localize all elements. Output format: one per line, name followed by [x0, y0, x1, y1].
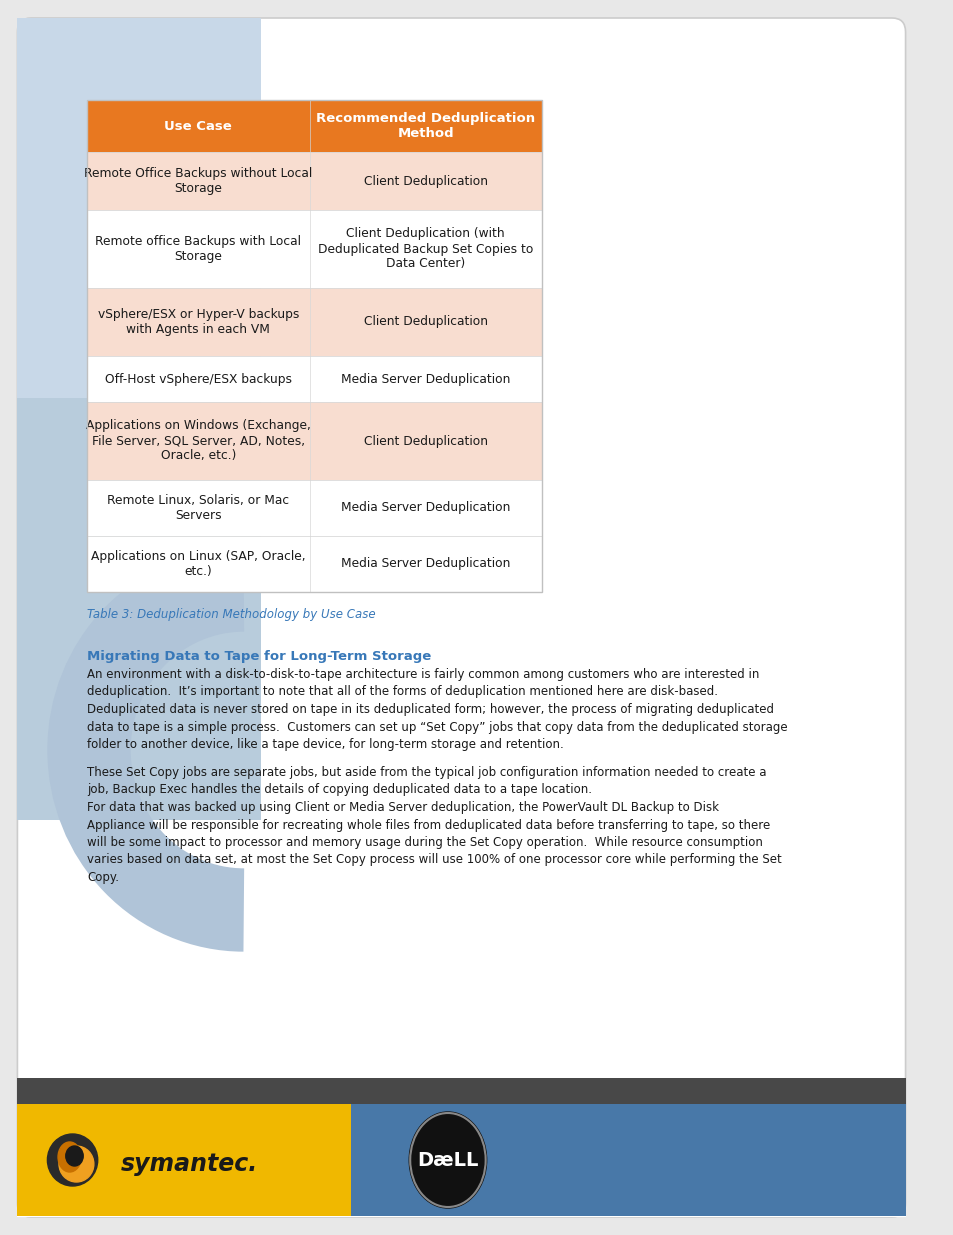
Text: These Set Copy jobs are separate jobs, but aside from the typical job configurat: These Set Copy jobs are separate jobs, b…	[87, 766, 781, 884]
Text: Client Deduplication: Client Deduplication	[363, 174, 487, 188]
Bar	[17, 19, 261, 820]
Text: vSphere/ESX or Hyper-V backups
with Agents in each VM: vSphere/ESX or Hyper-V backups with Agen…	[97, 308, 298, 336]
Bar	[87, 210, 541, 288]
Text: Use Case: Use Case	[164, 120, 232, 132]
Text: DæLL: DæLL	[416, 1151, 478, 1170]
Bar	[17, 1104, 351, 1216]
Ellipse shape	[48, 1134, 97, 1186]
Text: symantec.: symantec.	[121, 1152, 258, 1176]
Bar	[87, 152, 541, 210]
Text: Media Server Deduplication: Media Server Deduplication	[340, 501, 510, 515]
Text: Applications on Linux (SAP, Oracle,
etc.): Applications on Linux (SAP, Oracle, etc.…	[91, 550, 305, 578]
Text: An environment with a disk-to-disk-to-tape architecture is fairly common among c: An environment with a disk-to-disk-to-ta…	[87, 668, 787, 751]
Ellipse shape	[58, 1142, 81, 1172]
Bar	[17, 1078, 904, 1104]
Bar	[87, 288, 541, 356]
Bar	[87, 356, 541, 403]
Text: Remote office Backups with Local
Storage: Remote office Backups with Local Storage	[95, 235, 301, 263]
Text: Media Server Deduplication: Media Server Deduplication	[340, 373, 510, 385]
Ellipse shape	[409, 1112, 486, 1208]
Bar	[351, 1104, 904, 1216]
Text: Migrating Data to Tape for Long-Term Storage: Migrating Data to Tape for Long-Term Sto…	[87, 650, 431, 663]
Text: Table 3: Deduplication Methodology by Use Case: Table 3: Deduplication Methodology by Us…	[87, 608, 375, 621]
Text: Remote Office Backups without Local
Storage: Remote Office Backups without Local Stor…	[84, 167, 313, 195]
Bar	[87, 403, 541, 480]
Ellipse shape	[59, 1146, 93, 1182]
Text: Client Deduplication: Client Deduplication	[363, 435, 487, 447]
Bar	[87, 100, 541, 592]
Text: Remote Linux, Solaris, or Mac
Servers: Remote Linux, Solaris, or Mac Servers	[107, 494, 289, 522]
Bar	[17, 19, 261, 517]
Text: Client Deduplication (with
Deduplicated Backup Set Copies to
Data Center): Client Deduplication (with Deduplicated …	[317, 227, 533, 270]
Bar	[87, 480, 541, 536]
Bar	[17, 19, 261, 398]
Text: Applications on Windows (Exchange,
File Server, SQL Server, AD, Notes,
Oracle, e: Applications on Windows (Exchange, File …	[86, 420, 311, 462]
Text: Media Server Deduplication: Media Server Deduplication	[340, 557, 510, 571]
Text: Off-Host vSphere/ESX backups: Off-Host vSphere/ESX backups	[105, 373, 292, 385]
Text: Recommended Deduplication
Method: Recommended Deduplication Method	[315, 112, 535, 140]
Bar	[17, 19, 261, 820]
FancyBboxPatch shape	[17, 19, 904, 1216]
Bar	[87, 100, 541, 152]
Bar	[87, 536, 541, 592]
Text: Client Deduplication: Client Deduplication	[363, 315, 487, 329]
Ellipse shape	[66, 1146, 83, 1166]
